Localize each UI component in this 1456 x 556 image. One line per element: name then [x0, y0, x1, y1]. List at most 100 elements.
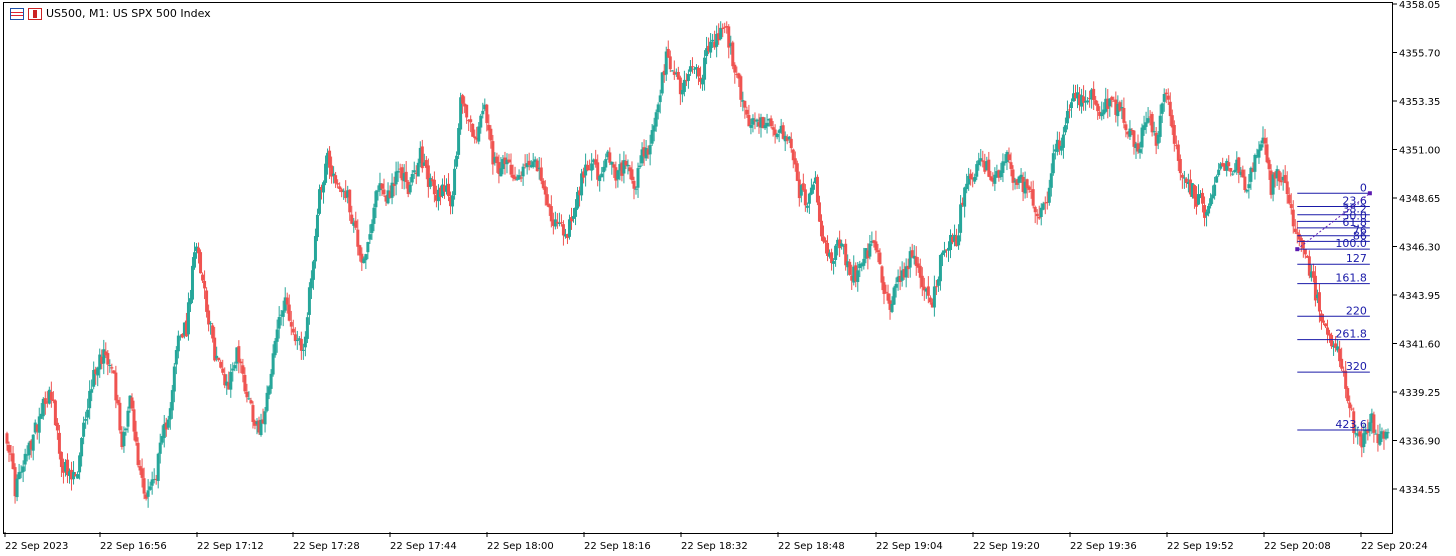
candle: [1108, 98, 1112, 117]
fib-anchor-handle[interactable]: [1367, 191, 1372, 196]
candle: [1112, 96, 1116, 102]
candle-body: [969, 173, 973, 180]
candle: [1205, 209, 1209, 227]
candle: [225, 374, 229, 395]
fib-anchor-handle[interactable]: [1295, 247, 1300, 252]
candle-body: [1001, 161, 1005, 173]
candle-body: [1094, 100, 1098, 105]
candle: [1033, 205, 1037, 224]
candle: [529, 160, 533, 169]
candle-body: [162, 423, 166, 439]
x-tick: 22 Sep 18:00: [486, 532, 554, 552]
candle-body: [410, 173, 414, 183]
candle-body: [902, 269, 906, 278]
candle-body: [473, 136, 477, 139]
fib-level: 161.8: [1297, 272, 1370, 285]
candle-body: [1152, 131, 1156, 133]
candle: [98, 348, 102, 378]
candle: [936, 276, 940, 292]
candle-body: [336, 183, 340, 185]
candle: [104, 342, 108, 359]
candle-body: [76, 474, 80, 479]
candle: [221, 359, 225, 376]
candle: [1277, 169, 1281, 190]
candle-body: [467, 119, 471, 122]
candle-body: [993, 174, 997, 184]
candle-body: [1078, 94, 1082, 106]
candle-body: [644, 147, 648, 159]
candle-body: [1021, 176, 1025, 192]
candle-body: [501, 159, 505, 170]
candle-body: [846, 261, 850, 268]
candle-body: [424, 160, 428, 168]
candle: [370, 219, 374, 240]
candle: [662, 64, 666, 83]
menu-list-icon[interactable]: [10, 7, 24, 20]
candle-body: [763, 125, 767, 129]
candle: [584, 153, 588, 187]
candle-body: [642, 147, 646, 157]
candle: [1019, 168, 1023, 183]
candle: [682, 70, 686, 97]
candle: [74, 472, 78, 477]
candle: [686, 69, 690, 89]
candle: [557, 212, 561, 227]
candle-body: [309, 278, 313, 289]
candle: [692, 66, 696, 74]
candle-body: [130, 397, 134, 409]
candle: [725, 21, 729, 34]
candle-body: [211, 325, 215, 339]
candle-body: [866, 250, 870, 259]
candle-body: [882, 282, 886, 294]
candles-layer: [5, 21, 1390, 508]
candle: [1372, 411, 1376, 443]
candle-body: [569, 217, 573, 222]
candle-body: [499, 168, 503, 177]
candle-body: [559, 222, 563, 224]
candle-body: [668, 56, 672, 70]
candle: [53, 399, 57, 427]
candle-body: [247, 398, 251, 400]
candle-body: [600, 173, 604, 178]
candlestick-icon[interactable]: [28, 7, 42, 20]
candle: [1192, 184, 1196, 209]
candle: [11, 446, 15, 470]
candle: [1334, 336, 1338, 352]
candle-body: [747, 114, 751, 127]
candle-body: [128, 395, 132, 409]
candle: [372, 203, 376, 232]
candle: [1156, 131, 1160, 150]
candle-body: [239, 361, 243, 364]
fib-level: 320: [1297, 360, 1370, 373]
candle: [838, 230, 842, 258]
candle: [188, 289, 192, 313]
candle: [205, 287, 209, 318]
x-tick-label: 22 Sep 16:56: [100, 541, 167, 552]
candle: [1152, 121, 1156, 136]
candle: [25, 445, 29, 462]
candle: [1259, 140, 1263, 151]
candle-body: [402, 173, 406, 182]
candle: [1269, 164, 1273, 199]
candle-body: [751, 118, 755, 125]
candle: [199, 249, 203, 274]
candle-body: [1374, 433, 1378, 435]
candle-body: [533, 159, 537, 163]
candle: [989, 170, 993, 182]
candle-body: [733, 64, 737, 73]
candle: [1295, 221, 1299, 244]
candle-body: [1344, 370, 1348, 389]
candle: [116, 394, 120, 406]
candle-body: [616, 170, 620, 180]
fib-level-label: 23.6: [1342, 194, 1367, 207]
candle-body: [23, 453, 27, 465]
candle-body: [297, 338, 301, 340]
candle: [701, 74, 705, 91]
candle: [178, 334, 182, 341]
candle-body: [1366, 430, 1370, 433]
candle: [440, 178, 444, 199]
chart-plot-area[interactable]: [3, 2, 1393, 534]
candle-body: [229, 371, 233, 390]
